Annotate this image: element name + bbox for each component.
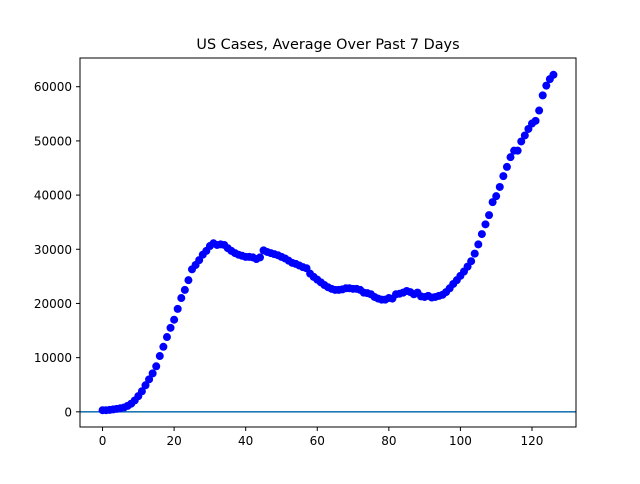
y-tick-label: 30000: [34, 243, 72, 257]
data-point: [549, 70, 558, 79]
data-point: [492, 192, 501, 201]
plot-area: 0 20 40 60 80 100 120 0 10000 20000 30000 40000 5000…: [34, 57, 577, 448]
data-point: [513, 146, 522, 155]
data-point: [162, 333, 171, 342]
y-tick-label: 20000: [34, 297, 72, 311]
y-tick-label: 0: [64, 405, 72, 419]
data-point: [517, 137, 526, 146]
data-point: [170, 315, 179, 324]
x-tick-label: 120: [521, 434, 544, 448]
data-point: [542, 81, 551, 90]
data-point: [467, 257, 476, 266]
data-point: [256, 253, 265, 262]
data-point: [499, 172, 508, 181]
data-point: [137, 387, 146, 396]
x-tick-label: 20: [166, 434, 181, 448]
data-point: [152, 362, 161, 371]
data-point: [141, 381, 150, 390]
data-point: [173, 304, 182, 313]
data-point: [477, 230, 486, 239]
data-point: [184, 276, 193, 285]
data-point: [166, 323, 175, 332]
data-point: [520, 131, 529, 140]
y-tick-label: 10000: [34, 351, 72, 365]
x-tick-label: 60: [310, 434, 325, 448]
data-point: [538, 91, 547, 100]
x-tick-label: 40: [238, 434, 253, 448]
data-point: [481, 220, 490, 229]
y-tick-label: 60000: [34, 80, 72, 94]
axes-frame: [79, 57, 577, 428]
data-point: [159, 342, 168, 351]
y-tick-label: 50000: [34, 134, 72, 148]
chart-title: US Cases, Average Over Past 7 Days: [196, 37, 459, 53]
data-point: [474, 240, 483, 249]
x-tick-label: 80: [381, 434, 396, 448]
y-tick-label: 40000: [34, 189, 72, 203]
data-point: [488, 198, 497, 207]
data-point: [177, 294, 186, 303]
data-point: [535, 106, 544, 115]
data-point: [148, 369, 157, 378]
data-point: [502, 162, 511, 171]
data-point: [506, 153, 515, 162]
data-point: [155, 352, 164, 361]
data-point: [470, 249, 479, 258]
data-point: [145, 375, 154, 384]
x-tick-label: 0: [99, 434, 107, 448]
data-point: [485, 211, 494, 220]
x-tick-label: 100: [449, 434, 472, 448]
data-point: [531, 116, 540, 125]
data-point: [495, 182, 504, 191]
data-point: [180, 285, 189, 294]
